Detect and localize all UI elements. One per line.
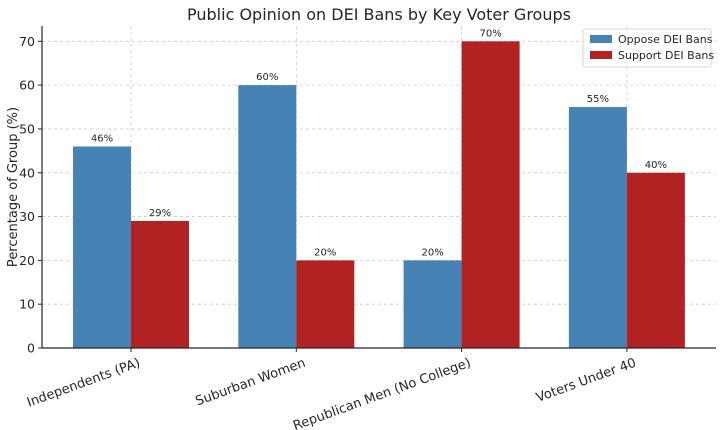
bar-value-label: 60% — [256, 72, 278, 83]
y-tick-label: 0 — [27, 341, 35, 356]
bar-oppose — [238, 85, 297, 349]
bar-support — [131, 220, 189, 348]
bar-value-label: 29% — [149, 208, 171, 219]
bar-value-label: 40% — [645, 160, 667, 171]
bar-value-label: 20% — [314, 247, 336, 258]
bar-support — [626, 172, 685, 348]
y-axis-title: Percentage of Group (%) — [6, 107, 21, 267]
y-tick-label: 20 — [19, 253, 35, 268]
bar-support — [296, 260, 355, 348]
bar-oppose — [73, 146, 131, 348]
bar-oppose — [568, 107, 627, 348]
y-tick-label: 30 — [19, 209, 35, 224]
bars — [73, 41, 685, 349]
y-tick-label: 40 — [19, 165, 35, 180]
legend: Oppose DEI Bans Support DEI Bans — [582, 28, 714, 68]
x-tick-label: Suburban Women — [194, 356, 308, 410]
bar-value-label: 70% — [479, 28, 501, 39]
legend-label-oppose: Oppose DEI Bans — [618, 33, 713, 46]
x-tick-label: Independents (PA) — [25, 356, 142, 411]
y-tick-label: 10 — [19, 297, 35, 312]
legend-label-support: Support DEI Bans — [618, 49, 714, 62]
bar-value-label: 55% — [587, 94, 609, 105]
y-tick-label: 50 — [19, 121, 35, 136]
bar-support — [461, 41, 520, 348]
chart-title: Public Opinion on DEI Bans by Key Voter … — [187, 5, 571, 24]
x-tick-label: Voters Under 40 — [534, 356, 638, 406]
bar-value-label: 46% — [91, 133, 113, 144]
legend-box — [582, 28, 712, 68]
legend-swatch-oppose — [590, 35, 612, 43]
legend-swatch-support — [590, 51, 612, 59]
y-tick-label: 70 — [19, 34, 35, 49]
bar-value-label: 20% — [421, 247, 443, 258]
bar-oppose — [403, 260, 462, 348]
data-labels: 46% 60% 20% 55% 29% 20% 70% 40% — [91, 28, 667, 258]
x-tick-label: Republican Men (No College) — [291, 356, 473, 430]
y-tick-label: 60 — [19, 78, 35, 93]
